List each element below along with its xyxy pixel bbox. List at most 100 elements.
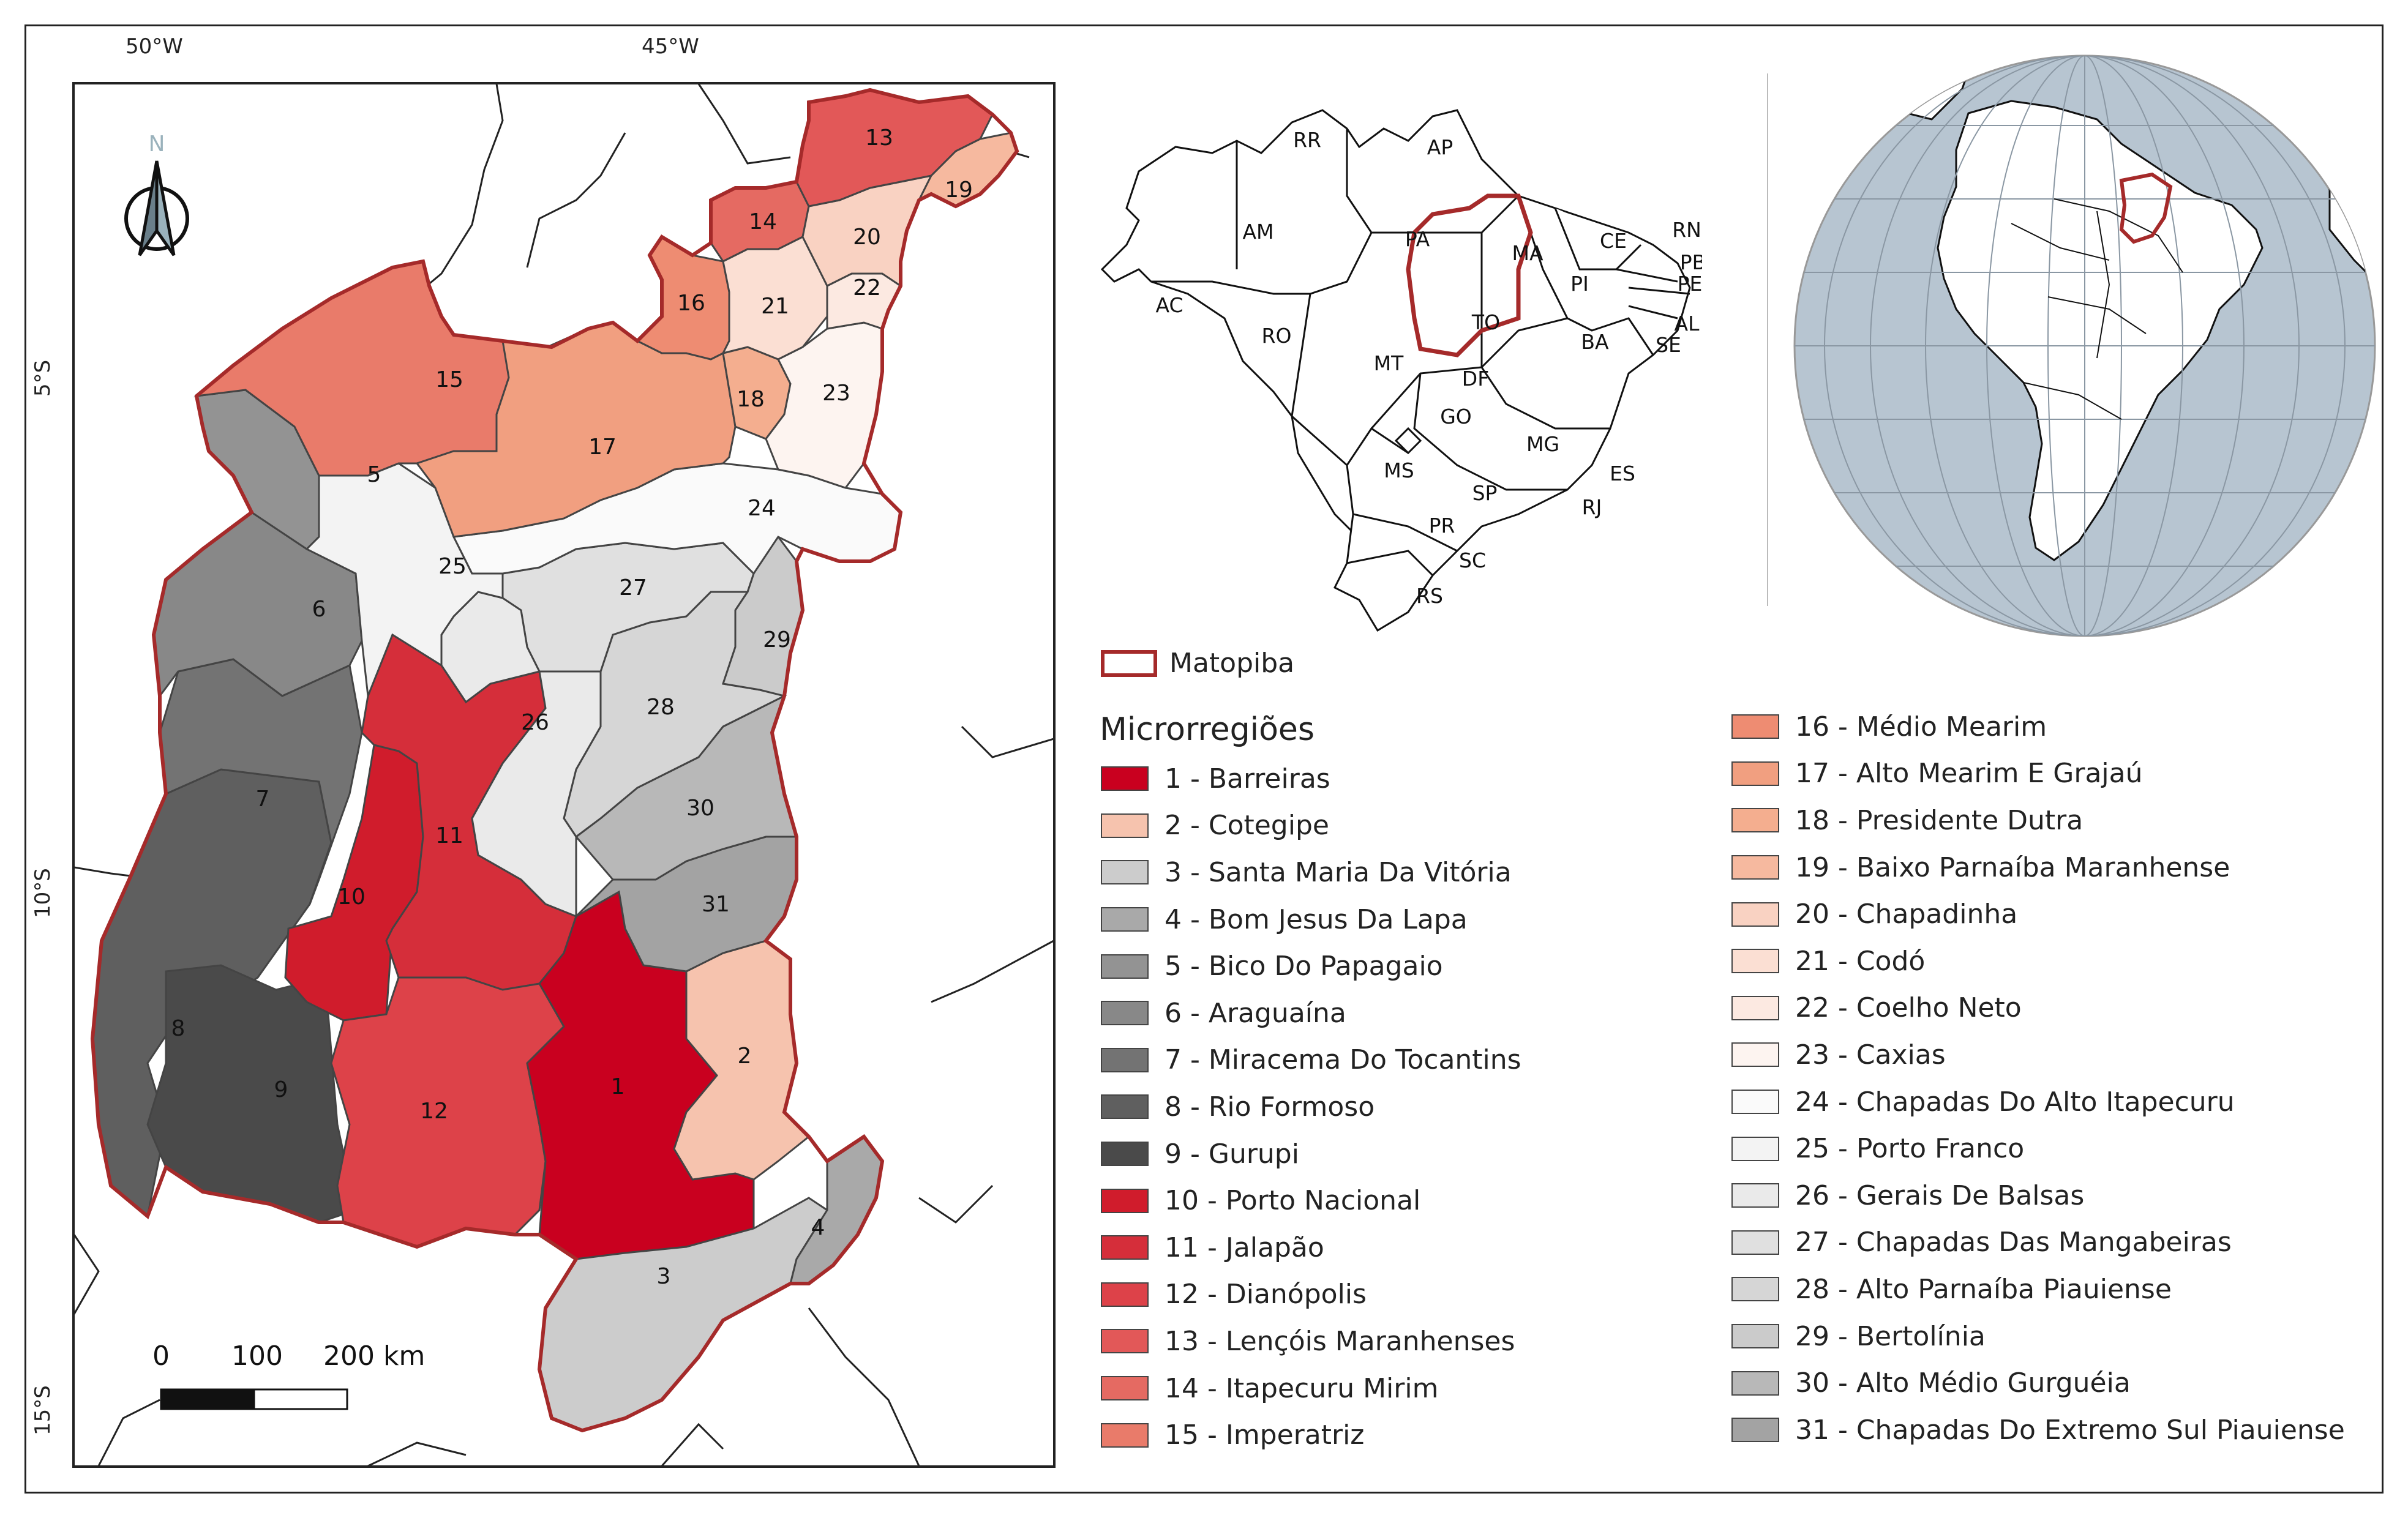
legend-item: 19 - Baixo Parnaíba Maranhense	[1731, 844, 2345, 891]
legend-item: 17 - Alto Mearim E Grajaú	[1731, 750, 2345, 798]
legend-swatch	[1731, 949, 1779, 974]
region-label-28: 28	[647, 695, 675, 720]
region-21	[721, 235, 828, 361]
legend-swatch	[1731, 1277, 1779, 1302]
legend-item: 30 - Alto Médio Gurguéia	[1731, 1359, 2345, 1407]
legend-swatch	[1101, 1001, 1149, 1026]
scale-label-200km: 200 km	[323, 1340, 426, 1372]
regions	[91, 89, 1018, 1432]
legend-label: 12 - Dianópolis	[1165, 1279, 1367, 1310]
legend-swatch	[1101, 1142, 1149, 1167]
legend-swatch	[1731, 855, 1779, 880]
legend-swatch	[1101, 1094, 1149, 1120]
state-label-CE: CE	[1600, 229, 1627, 253]
legend-label: 1 - Barreiras	[1165, 763, 1330, 795]
state-label-RJ: RJ	[1582, 495, 1602, 519]
region-label-4: 4	[811, 1215, 825, 1240]
legend-label: 5 - Bico Do Papagaio	[1165, 951, 1443, 982]
legend-item: 31 - Chapadas Do Extremo Sul Piauiense	[1731, 1407, 2345, 1454]
lat-label-5s: 5°S	[31, 359, 55, 397]
legend-swatch	[1731, 1136, 1779, 1161]
legend-swatch	[1101, 813, 1149, 838]
region-label-3: 3	[657, 1264, 671, 1289]
region-label-21: 21	[761, 294, 789, 319]
legend-swatch	[1101, 1282, 1149, 1307]
state-label-MG: MG	[1526, 432, 1559, 456]
legend-item: 16 - Médio Mearim	[1731, 703, 2345, 750]
legend-label: 20 - Chapadinha	[1795, 899, 2018, 930]
legend-label: 21 - Codó	[1795, 945, 1926, 977]
legend-swatch	[1731, 1230, 1779, 1255]
state-label-RS: RS	[1416, 584, 1443, 608]
region-label-14: 14	[749, 209, 777, 234]
scale-label-100: 100	[231, 1340, 283, 1372]
main-map-frame	[72, 82, 1056, 1468]
legend-item: 25 - Porto Franco	[1731, 1125, 2345, 1172]
legend-item: 21 - Codó	[1731, 938, 2345, 985]
south-america-shape	[1937, 100, 2264, 561]
region-label-25: 25	[438, 554, 467, 579]
legend-item: 6 - Araguaína	[1101, 990, 1521, 1037]
legend-item: 11 - Jalapão	[1101, 1224, 1521, 1271]
legend-label: 8 - Rio Formoso	[1165, 1091, 1375, 1123]
legend-swatch	[1101, 1188, 1149, 1213]
legend-label: 31 - Chapadas Do Extremo Sul Piauiense	[1795, 1414, 2345, 1446]
region-label-27: 27	[619, 575, 647, 600]
state-label-SC: SC	[1459, 548, 1486, 572]
region-label-26: 26	[521, 710, 549, 735]
outer-frame	[24, 24, 2384, 1494]
legend-item: 3 - Santa Maria Da Vitória	[1101, 849, 1521, 896]
legend-swatch	[1101, 1376, 1149, 1401]
region-label-7: 7	[256, 787, 270, 812]
scale-bar	[160, 1388, 348, 1410]
legend-item: 2 - Cotegipe	[1101, 802, 1521, 850]
legend-label: 18 - Presidente Dutra	[1795, 804, 2084, 836]
divider	[1767, 73, 1768, 606]
state-label-MT: MT	[1374, 351, 1404, 375]
state-label-RN: RN	[1672, 218, 1701, 242]
legend-label: 22 - Coelho Neto	[1795, 992, 2022, 1024]
legend-item: 15 - Imperatriz	[1101, 1411, 1521, 1459]
region-label-6: 6	[312, 597, 326, 622]
legend-item: 9 - Gurupi	[1101, 1131, 1521, 1178]
state-label-GO: GO	[1440, 405, 1472, 428]
legend-swatch	[1731, 714, 1779, 739]
legend-item: 7 - Miracema Do Tocantins	[1101, 1037, 1521, 1084]
state-label-PI: PI	[1570, 272, 1589, 296]
legend-item: 14 - Itapecuru Mirim	[1101, 1365, 1521, 1412]
legend-swatch	[1731, 1090, 1779, 1115]
legend-item: 5 - Bico Do Papagaio	[1101, 943, 1521, 990]
legend-item: 10 - Porto Nacional	[1101, 1177, 1521, 1224]
legend-matopiba-label: Matopiba	[1169, 648, 1295, 679]
matopiba-globe-outline	[2119, 172, 2173, 244]
legend-label: 7 - Miracema Do Tocantins	[1165, 1044, 1521, 1076]
legend-label: 30 - Alto Médio Gurguéia	[1795, 1367, 2131, 1399]
legend-item: 4 - Bom Jesus Da Lapa	[1101, 896, 1521, 943]
state-label-PB: PB	[1680, 250, 1702, 274]
legend-swatch	[1731, 1418, 1779, 1443]
state-label-DF: DF	[1462, 367, 1489, 391]
legend-swatch	[1731, 1370, 1779, 1396]
legend-label: 26 - Gerais De Balsas	[1795, 1180, 2085, 1211]
legend-label: 4 - Bom Jesus Da Lapa	[1165, 903, 1468, 935]
legend-swatch	[1731, 1042, 1779, 1067]
legend-label: 2 - Cotegipe	[1165, 810, 1329, 842]
legend-label: 29 - Bertolínia	[1795, 1320, 1986, 1352]
legend-swatch	[1731, 1324, 1779, 1349]
legend-swatch	[1101, 1235, 1149, 1260]
legend-label: 10 - Porto Nacional	[1165, 1185, 1421, 1217]
legend-swatch	[1101, 1329, 1149, 1354]
legend-label: 15 - Imperatriz	[1165, 1419, 1365, 1451]
legend-swatch	[1101, 860, 1149, 885]
legend-item: 1 - Barreiras	[1101, 755, 1521, 802]
state-label-RO: RO	[1262, 324, 1292, 348]
state-label-AL: AL	[1675, 312, 1700, 335]
legend-label: 27 - Chapadas Das Mangabeiras	[1795, 1227, 2232, 1258]
region-label-22: 22	[853, 275, 881, 301]
state-label-MS: MS	[1384, 458, 1414, 482]
region-12	[330, 976, 565, 1248]
legend-matopiba: Matopiba	[1101, 648, 1294, 679]
legend-label: 11 - Jalapão	[1165, 1232, 1324, 1263]
globe-inset	[1793, 54, 2376, 637]
